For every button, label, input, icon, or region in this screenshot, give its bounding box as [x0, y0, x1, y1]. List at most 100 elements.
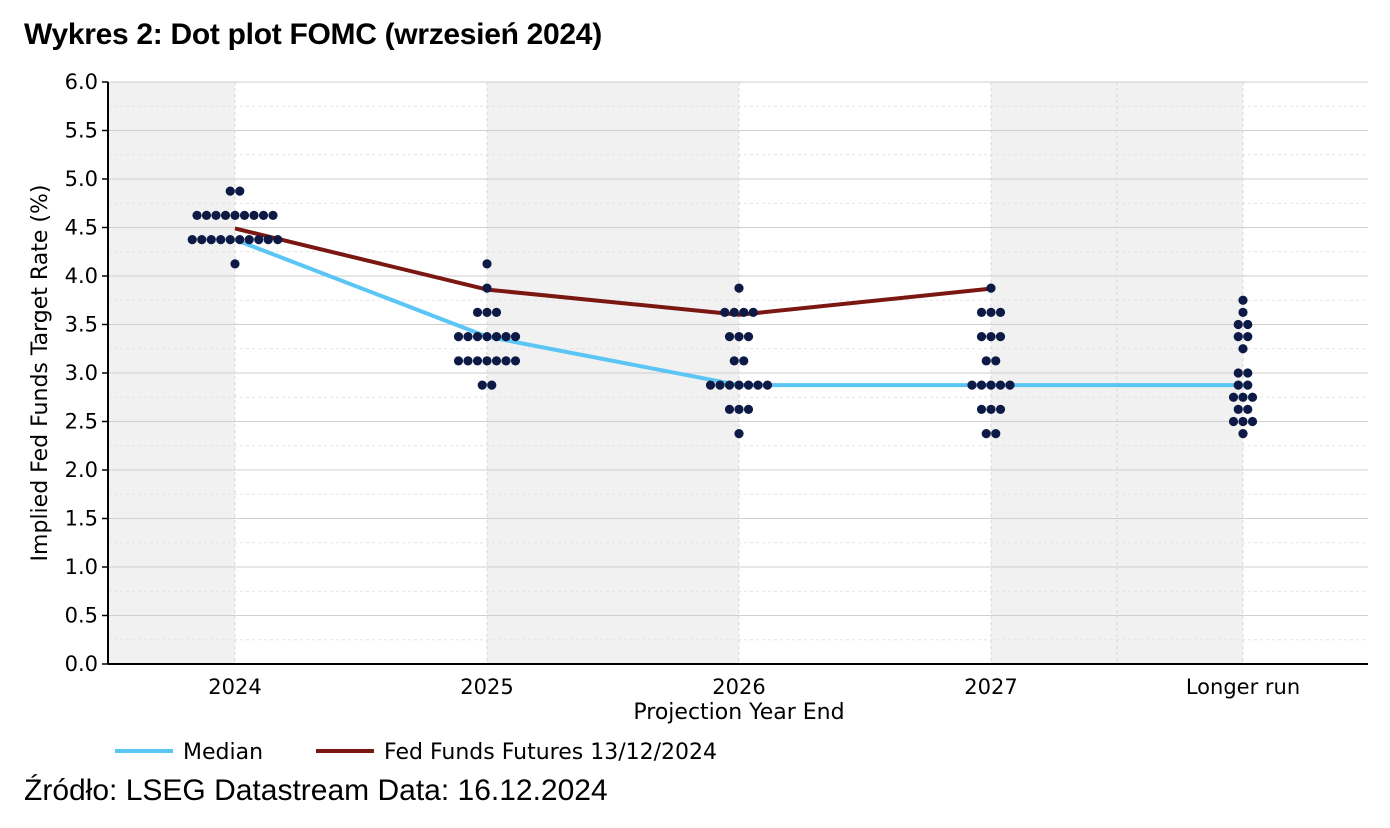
x-tick-label: 2024 — [208, 675, 261, 699]
dot-markers — [187, 186, 1258, 439]
dot-marker — [729, 307, 739, 317]
dot-marker — [491, 332, 502, 342]
chart-title: Wykres 2: Dot plot FOMC (wrzesień 2024) — [24, 18, 602, 51]
dot-marker — [225, 235, 235, 245]
dot-marker — [249, 210, 259, 220]
dot-marker — [995, 307, 1006, 317]
dot-marker — [1233, 380, 1243, 390]
dot-marker — [995, 404, 1006, 414]
y-tick-label: 2.5 — [65, 410, 98, 434]
dot-marker — [753, 380, 763, 390]
x-tick-label: 2026 — [712, 675, 765, 699]
dot-marker — [254, 235, 264, 245]
dot-marker — [192, 210, 202, 220]
dot-marker — [1247, 392, 1258, 402]
dot-marker — [986, 380, 996, 390]
dot-marker — [235, 235, 245, 245]
dot-marker — [197, 235, 207, 245]
dot-marker — [482, 356, 492, 366]
dot-marker — [762, 380, 773, 390]
y-tick-label: 1.5 — [65, 507, 98, 531]
dot-marker — [734, 283, 744, 293]
dot-marker — [1233, 368, 1243, 378]
dot-marker — [1233, 404, 1243, 414]
dot-marker — [230, 210, 240, 220]
dot-marker — [472, 332, 483, 342]
dot-marker — [472, 307, 483, 317]
dot-marker — [258, 210, 269, 220]
dot-marker — [986, 404, 996, 414]
dot-marker — [501, 332, 511, 342]
dot-marker — [510, 332, 521, 342]
dot-marker — [734, 429, 744, 439]
legend-futures-label: Fed Funds Futures 13/12/2024 — [384, 740, 717, 765]
dot-marker — [1243, 404, 1253, 414]
dot-marker — [225, 186, 235, 196]
dot-marker — [991, 356, 1001, 366]
dot-marker — [724, 404, 735, 414]
gridlines — [108, 81, 1368, 665]
dot-marker — [976, 380, 987, 390]
dot-marker — [216, 235, 226, 245]
dot-marker — [715, 380, 725, 390]
dot-marker — [739, 307, 749, 317]
source-note: Źródło: LSEG Datastream Data: 16.12.2024 — [24, 774, 608, 807]
x-axis-title: Projection Year End — [633, 700, 844, 725]
dot-marker — [239, 210, 250, 220]
y-tick-label: 3.0 — [65, 361, 98, 385]
dot-marker — [1238, 416, 1248, 427]
dot-marker — [206, 235, 216, 245]
y-tick-label: 5.0 — [65, 167, 98, 191]
dot-marker — [501, 356, 511, 366]
y-tick-label: 2.0 — [65, 458, 98, 482]
dot-marker — [211, 210, 221, 220]
dot-marker — [235, 186, 245, 196]
dot-marker — [743, 332, 754, 342]
dot-marker — [734, 404, 744, 414]
dot-marker — [1238, 392, 1248, 402]
dot-marker — [976, 332, 987, 342]
x-tick-label: 2025 — [460, 675, 513, 699]
dot-marker — [1238, 307, 1248, 317]
legend-median-label: Median — [183, 740, 263, 765]
dot-marker — [724, 332, 735, 342]
dot-marker — [729, 356, 739, 366]
dot-marker — [1005, 380, 1015, 390]
dot-marker — [1243, 380, 1253, 390]
dot-marker — [268, 210, 278, 220]
dot-marker — [1243, 368, 1253, 378]
dot-marker — [986, 283, 996, 293]
dot-marker — [510, 356, 521, 366]
dot-marker — [220, 210, 231, 220]
dot-marker — [981, 356, 991, 366]
dot-marker — [273, 235, 283, 245]
dot-marker — [482, 307, 492, 317]
dot-marker — [453, 356, 464, 366]
dot-marker — [986, 307, 996, 317]
dot-marker — [976, 307, 987, 317]
dot-marker — [477, 380, 487, 390]
dot-marker — [1243, 332, 1253, 342]
dot-marker — [1238, 344, 1248, 354]
dot-marker — [724, 380, 735, 390]
x-tick-label: Longer run — [1186, 675, 1300, 699]
dot-marker — [491, 307, 502, 317]
dot-marker — [482, 283, 492, 293]
dot-marker — [472, 356, 483, 366]
y-tick-label: 4.5 — [65, 216, 98, 240]
dot-marker — [463, 332, 473, 342]
y-axis-title: Implied Fed Funds Target Rate (%) — [28, 185, 53, 562]
y-tick-label: 6.0 — [65, 70, 98, 94]
dot-marker — [463, 356, 473, 366]
dot-marker — [453, 332, 464, 342]
dot-marker — [967, 380, 977, 390]
futures-line — [234, 226, 992, 317]
y-tick-label: 5.5 — [65, 119, 98, 143]
y-tick-label: 0.5 — [65, 604, 98, 628]
dot-marker — [705, 380, 716, 390]
dot-marker — [491, 356, 502, 366]
dot-plot-chart: 0.00.51.01.52.02.53.03.54.04.55.05.56.0 … — [28, 70, 1368, 765]
dot-marker — [739, 356, 749, 366]
dot-marker — [482, 332, 492, 342]
y-tick-labels: 0.0 0.5 1.0 1.5 2.0 2.5 3.0 3.5 4.0 4.5 5.0 5.5 6.0 — [65, 70, 98, 676]
